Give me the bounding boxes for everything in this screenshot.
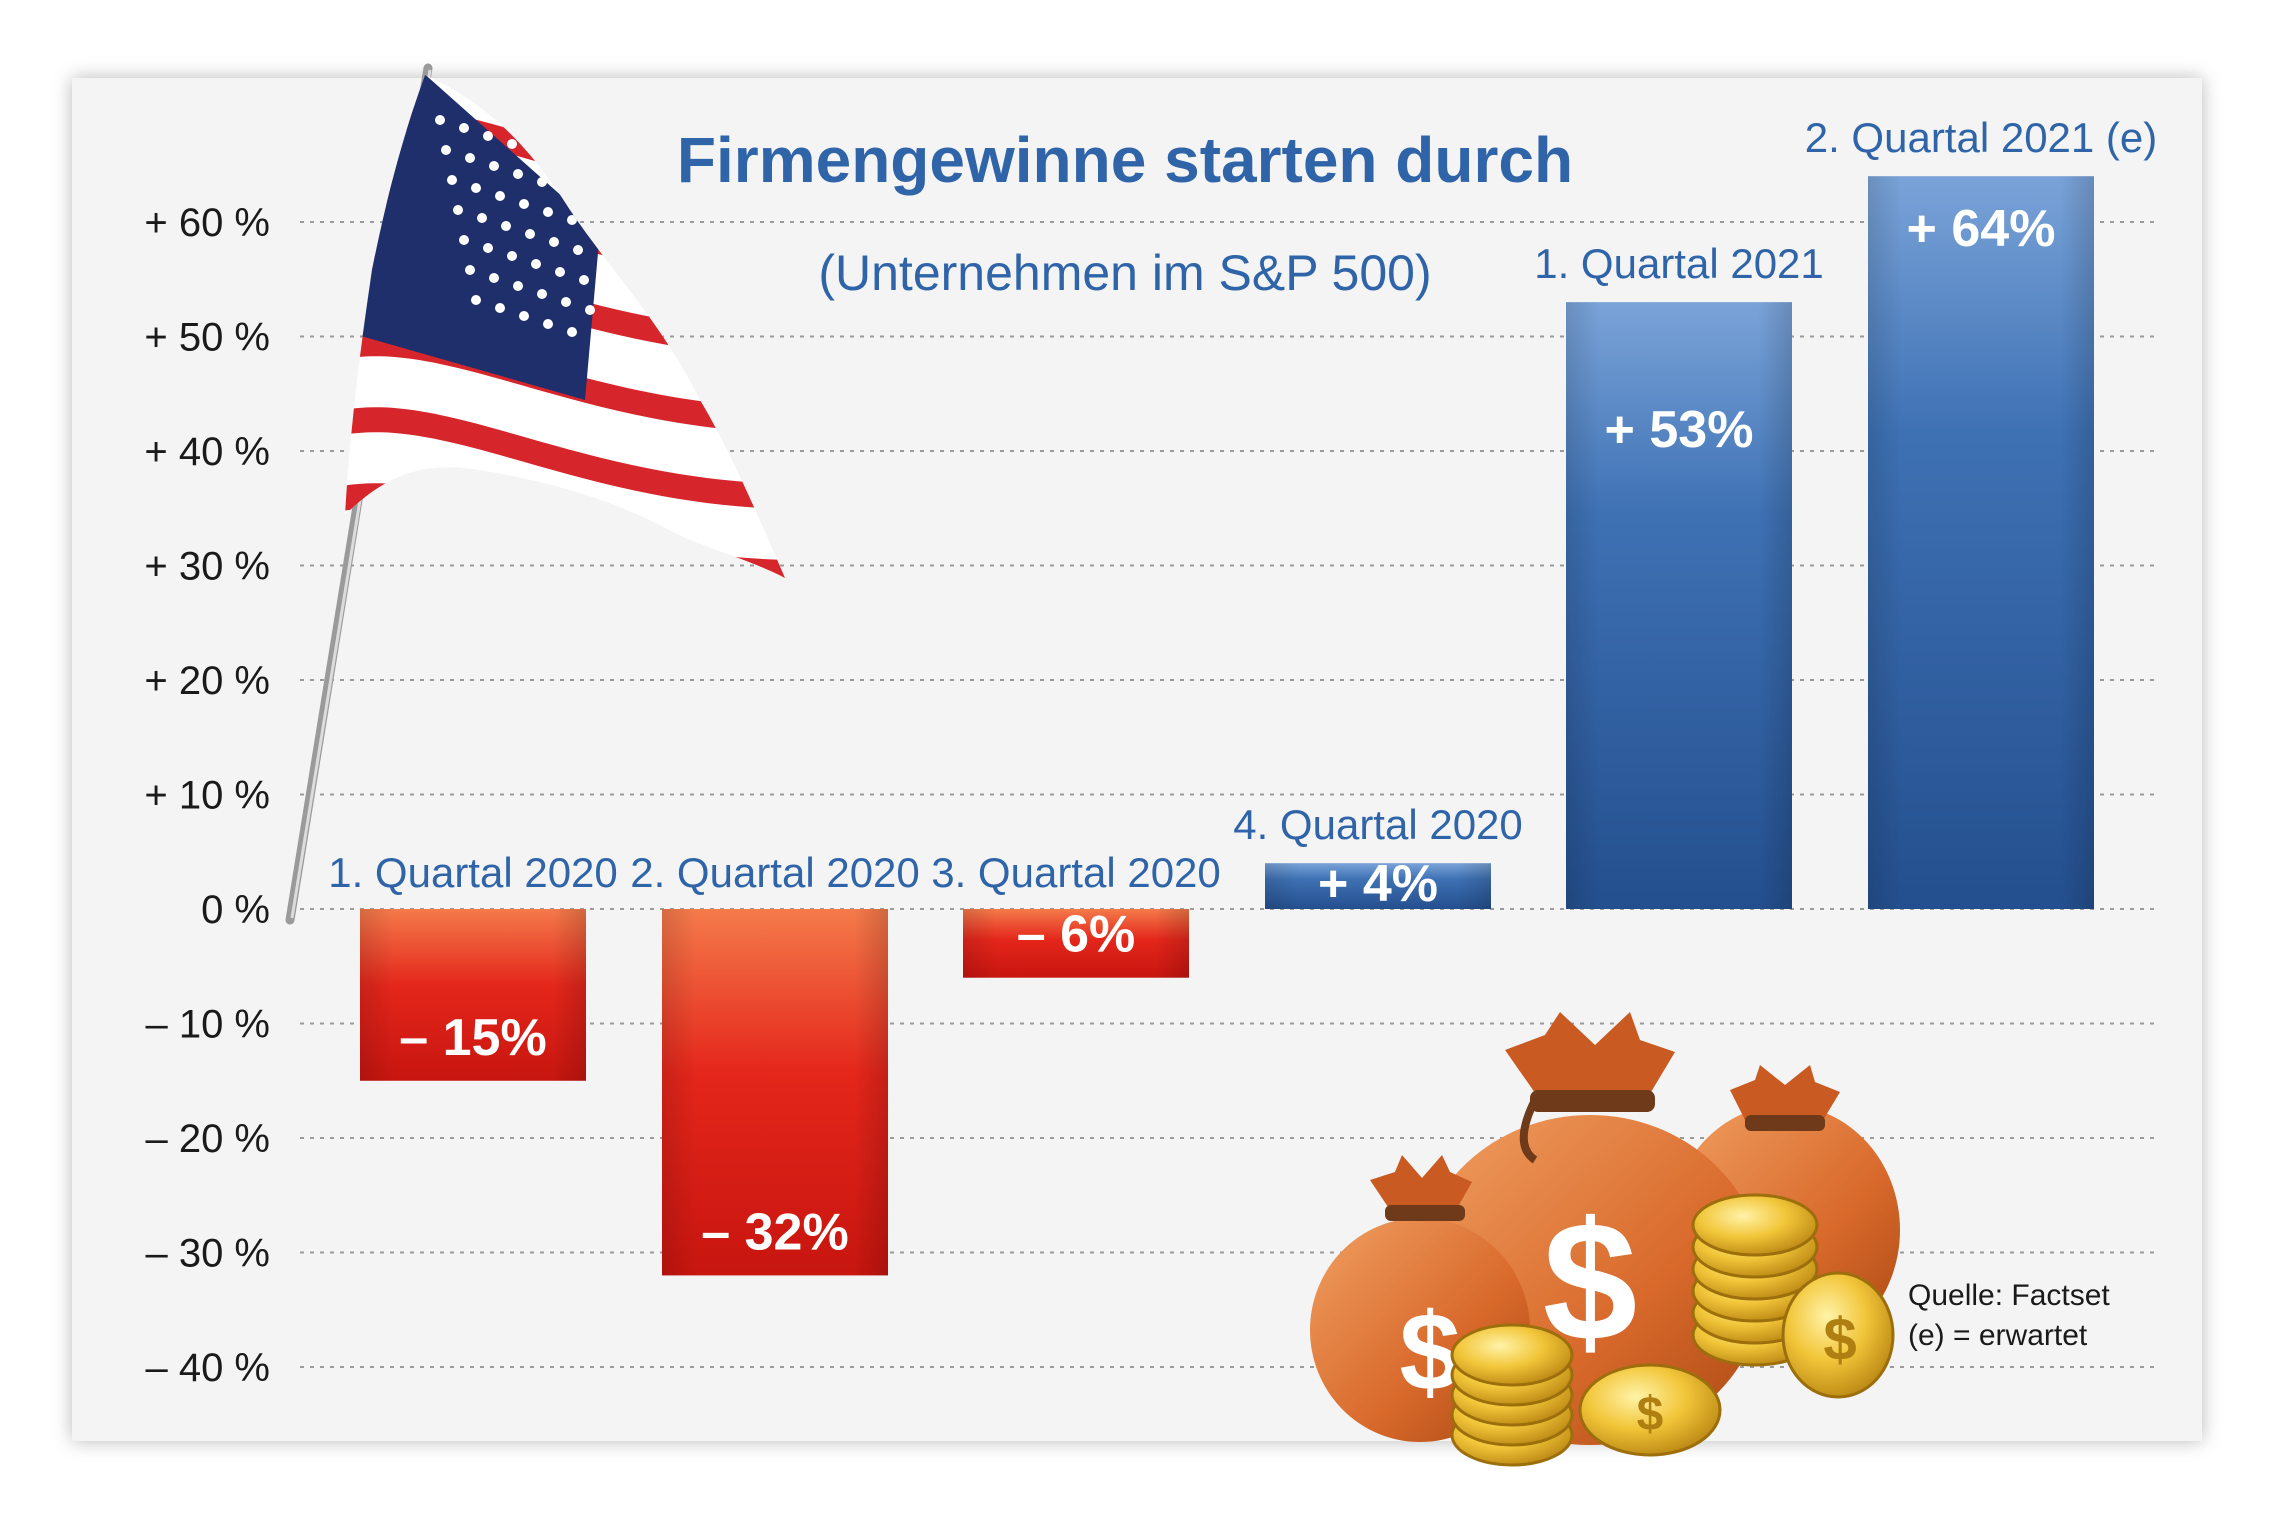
bars-group: [360, 176, 2094, 1276]
y-tick-label: 0 %: [201, 888, 270, 932]
y-tick-label: + 10 %: [144, 774, 270, 818]
y-tick-label: + 50 %: [144, 316, 270, 360]
category-label: 1. Quartal 2021: [1534, 240, 1824, 287]
svg-text:$: $: [1399, 1291, 1460, 1414]
category-labels: 1. Quartal 2020 2. Quartal 2020 3. Quartal…: [328, 114, 2157, 896]
chart-title: Firmengewinne starten durch: [677, 124, 1573, 196]
svg-text:$: $: [1823, 1306, 1856, 1373]
category-label: 1. Quartal 2020: [328, 849, 618, 896]
chart-subtitle: (Unternehmen im S&P 500): [818, 245, 1431, 301]
category-label: 3. Quartal 2020: [931, 849, 1221, 896]
y-tick-label: + 30 %: [144, 545, 270, 589]
y-tick-label: – 30 %: [145, 1232, 270, 1276]
y-tick-label: + 60 %: [144, 201, 270, 245]
y-tick-label: – 10 %: [145, 1003, 270, 1047]
value-label: + 53%: [1605, 401, 1754, 459]
category-label: 4. Quartal 2020: [1233, 801, 1523, 848]
svg-text:$: $: [1637, 1388, 1664, 1441]
value-label: + 64%: [1907, 200, 2056, 258]
category-label: 2. Quartal 2020: [630, 849, 920, 896]
value-label: – 32%: [701, 1203, 848, 1261]
y-tick-label: + 20 %: [144, 659, 270, 703]
source-line-1: Quelle: Factset: [1908, 1279, 2110, 1312]
y-axis-ticks: + 60 % + 50 % + 40 % + 30 % + 20 % + 10 % 0 % –…: [144, 201, 270, 1390]
y-tick-label: – 40 %: [145, 1346, 270, 1390]
category-label: 2. Quartal 2021 (e): [1805, 114, 2158, 161]
value-label: + 4%: [1318, 855, 1438, 913]
y-tick-label: – 20 %: [145, 1117, 270, 1161]
money-bags-illustration: $ $ $ $: [1310, 1012, 1900, 1467]
source-line-2: (e) = erwartet: [1908, 1319, 2088, 1352]
value-labels: – 15% – 32% – 6% + 4% + 53% + 64%: [399, 200, 2055, 1261]
value-label: – 6%: [1017, 906, 1136, 964]
value-label: – 15%: [399, 1009, 546, 1067]
y-tick-label: + 40 %: [144, 430, 270, 474]
